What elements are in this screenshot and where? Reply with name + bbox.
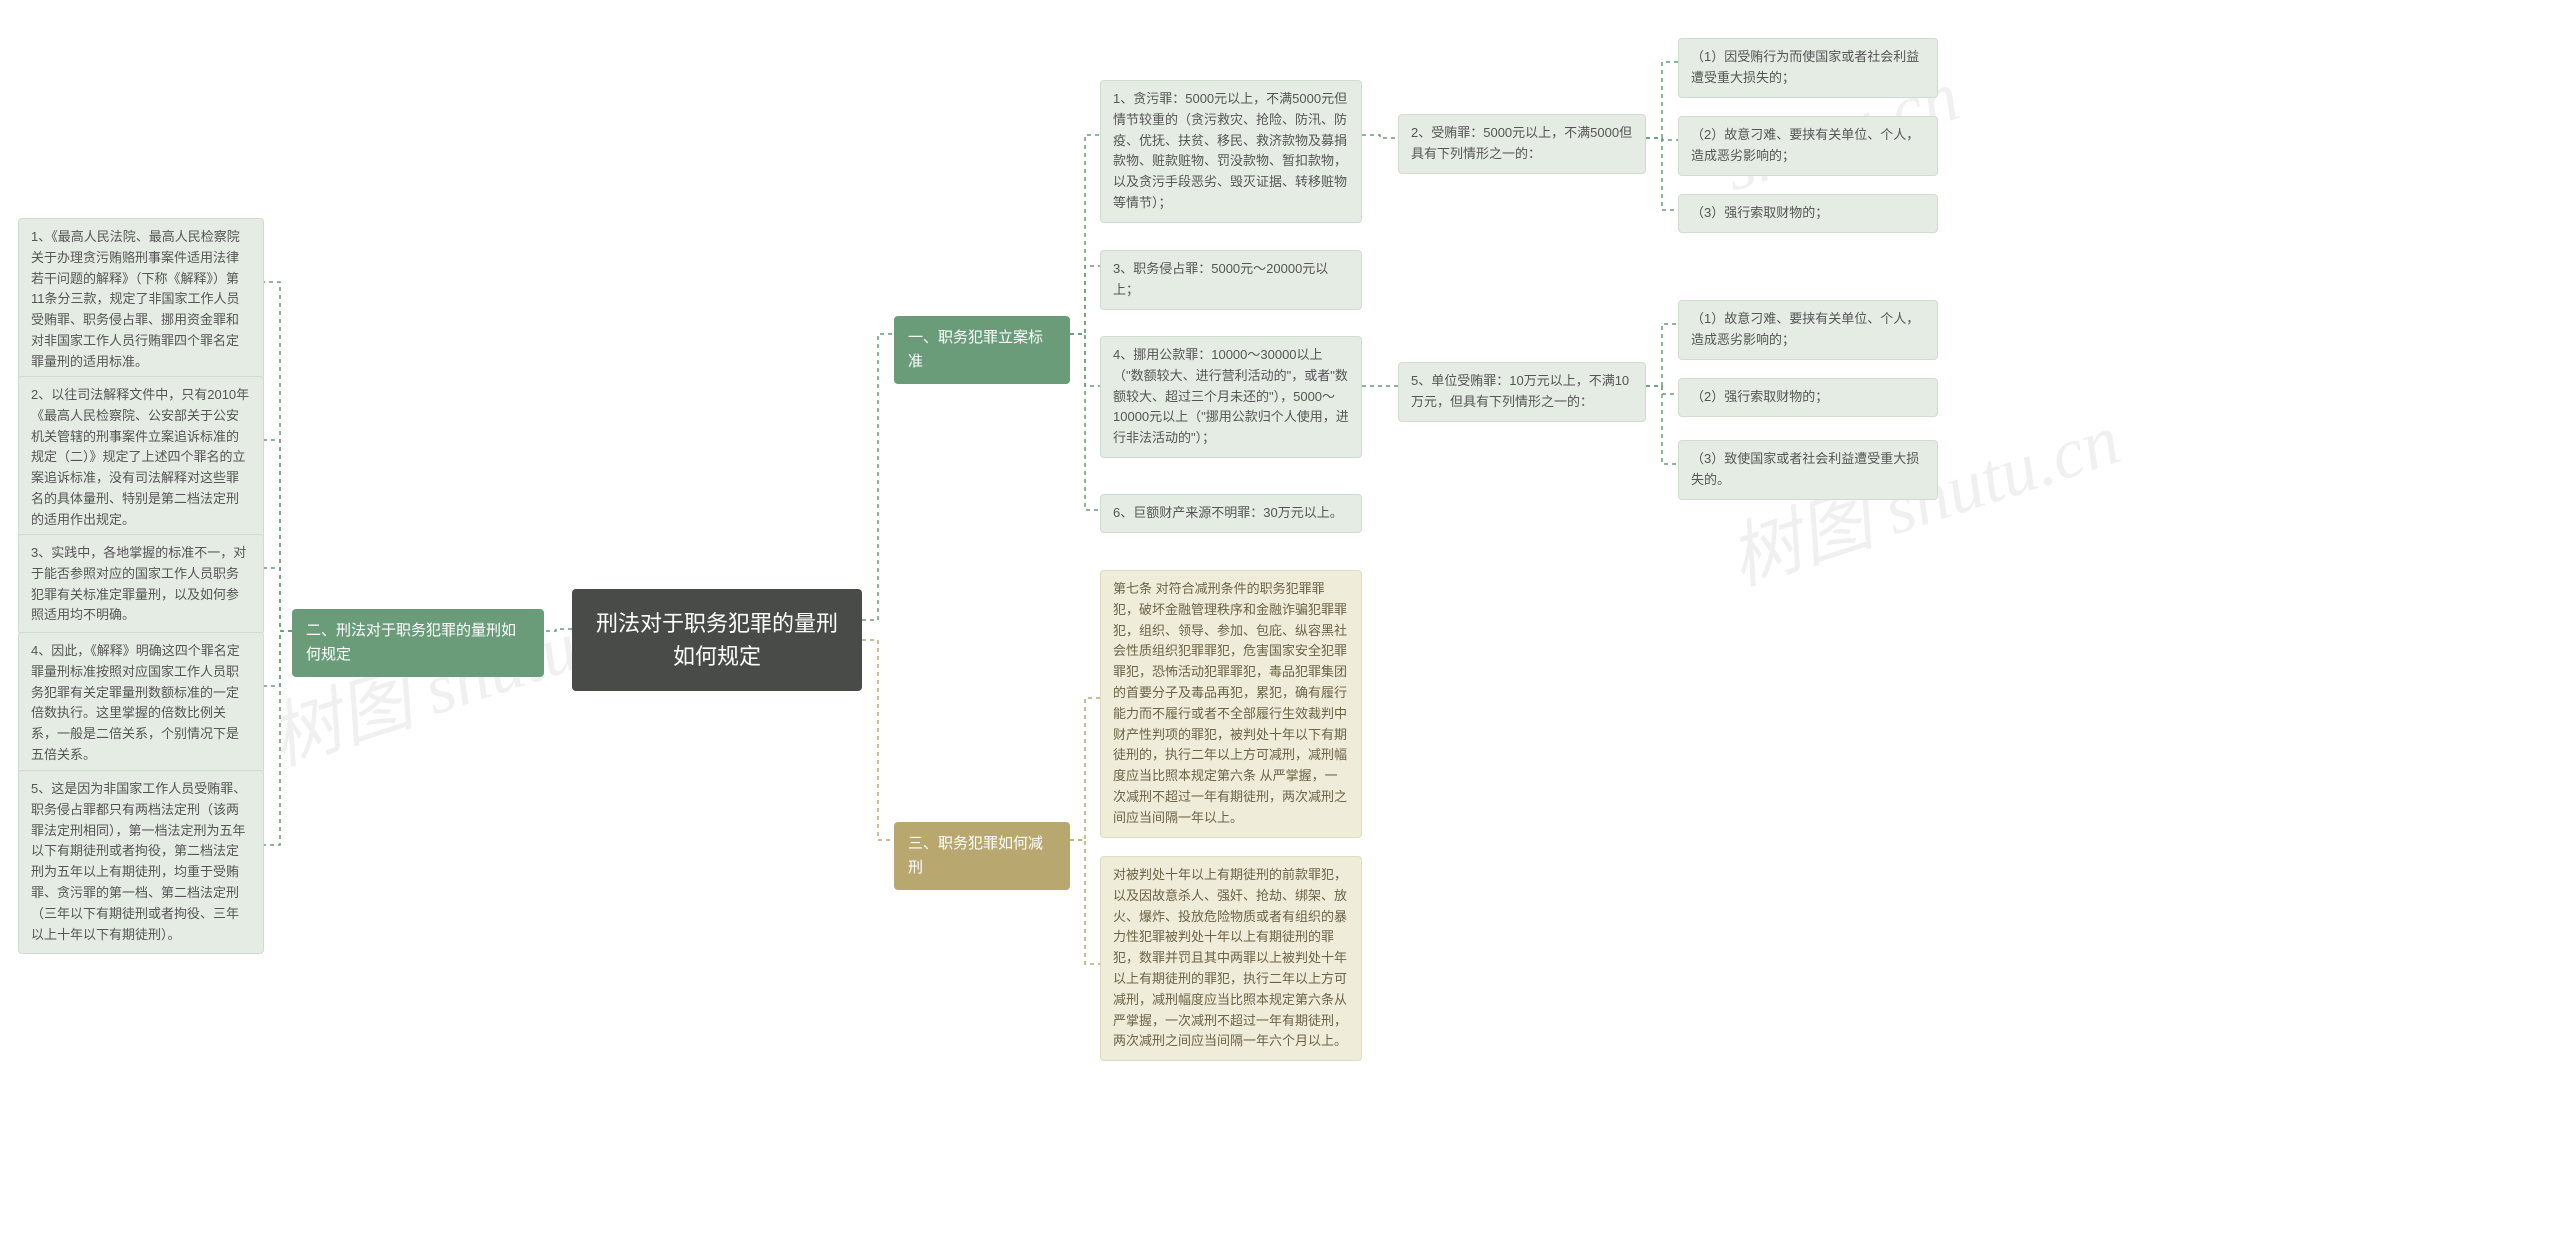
- leaf-node: 1、《最高人民法院、最高人民检察院关于办理贪污贿赂刑事案件适用法律若干问题的解释…: [18, 218, 264, 382]
- leaf-node: （1）故意刁难、要挟有关单位、个人，造成恶劣影响的；: [1678, 300, 1938, 360]
- root-node: 刑法对于职务犯罪的量刑 如何规定: [572, 589, 862, 691]
- leaf-node: 3、实践中，各地掌握的标准不一，对于能否参照对应的国家工作人员职务犯罪有关标准定…: [18, 534, 264, 635]
- leaf-node: 6、巨额财产来源不明罪：30万元以上。: [1100, 494, 1362, 533]
- branch-3: 三、职务犯罪如何减刑: [894, 822, 1070, 890]
- leaf-node: 4、因此，《解释》明确这四个罪名定罪量刑标准按照对应国家工作人员职务犯罪有关定罪…: [18, 632, 264, 775]
- leaf-node: 对被判处十年以上有期徒刑的前款罪犯，以及因故意杀人、强奸、抢劫、绑架、放火、爆炸…: [1100, 856, 1362, 1061]
- leaf-node: 2、以往司法解释文件中，只有2010年《最高人民检察院、公安部关于公安机关管辖的…: [18, 376, 264, 540]
- root-line1: 刑法对于职务犯罪的量刑: [596, 611, 838, 636]
- leaf-node: 1、贪污罪：5000元以上，不满5000元但情节较重的（贪污救灾、抢险、防汛、防…: [1100, 80, 1362, 223]
- branch-2: 二、刑法对于职务犯罪的量刑如何规定: [292, 609, 544, 677]
- branch-1: 一、职务犯罪立案标准: [894, 316, 1070, 384]
- leaf-node: 4、挪用公款罪：10000～30000以上（"数额较大、进行营利活动的"，或者"…: [1100, 336, 1362, 458]
- leaf-node: 3、职务侵占罪：5000元～20000元以上；: [1100, 250, 1362, 310]
- leaf-node: 第七条 对符合减刑条件的职务犯罪罪犯，破坏金融管理秩序和金融诈骗犯罪罪犯，组织、…: [1100, 570, 1362, 838]
- leaf-node: 2、受贿罪：5000元以上，不满5000但具有下列情形之一的：: [1398, 114, 1646, 174]
- leaf-node: （1）因受贿行为而使国家或者社会利益遭受重大损失的；: [1678, 38, 1938, 98]
- leaf-node: 5、这是因为非国家工作人员受贿罪、职务侵占罪都只有两档法定刑（该两罪法定刑相同）…: [18, 770, 264, 954]
- leaf-node: （2）故意刁难、要挟有关单位、个人，造成恶劣影响的；: [1678, 116, 1938, 176]
- leaf-node: （2）强行索取财物的；: [1678, 378, 1938, 417]
- root-line2: 如何规定: [673, 644, 761, 669]
- leaf-node: （3）强行索取财物的；: [1678, 194, 1938, 233]
- leaf-node: （3）致使国家或者社会利益遭受重大损失的。: [1678, 440, 1938, 500]
- leaf-node: 5、单位受贿罪：10万元以上，不满10万元，但具有下列情形之一的：: [1398, 362, 1646, 422]
